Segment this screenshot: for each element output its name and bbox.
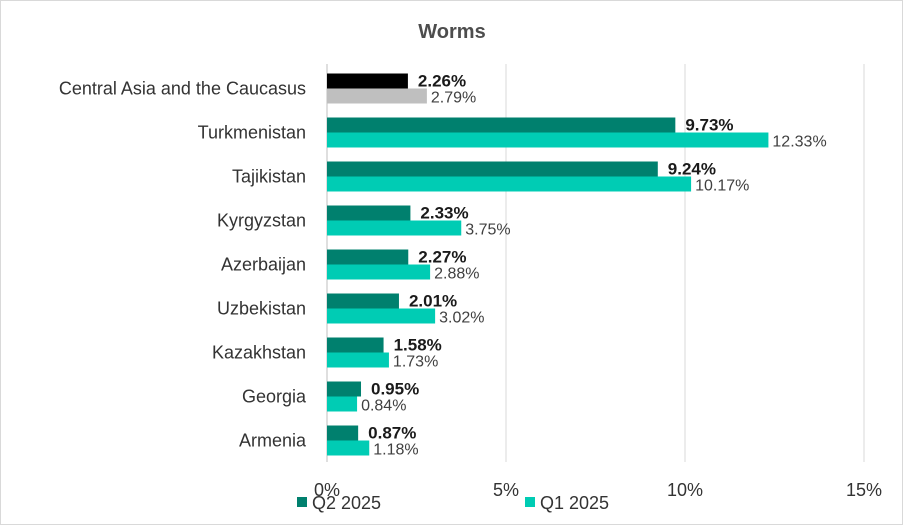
data-label-q1: 10.17% [695,178,749,195]
data-label-q1: 2.88% [434,266,479,283]
category-label: Kazakhstan [212,343,306,363]
bar-q2 [327,381,362,397]
category-label: Central Asia and the Caucasus [59,79,306,99]
bar-q1 [327,176,692,192]
bar-q1 [327,308,436,324]
bar-q2 [327,117,676,133]
x-axis-ticks: 0% 5% 10% 15% [314,480,882,500]
x-tick-label: 0% [314,480,340,500]
data-label-q1: 2.79% [431,90,476,107]
data-label-q2: 1.58% [394,336,442,355]
chart-title: Worms [418,21,485,43]
data-label-q2: 9.73% [685,116,733,135]
category-label: Georgia [242,387,307,407]
bar-q1 [327,396,358,412]
data-label-q2: 2.33% [420,204,468,223]
data-label-q1: 0.84% [361,398,406,415]
bar-q2 [327,425,359,441]
bars [327,73,769,456]
category-label: Armenia [239,431,307,451]
data-label-q2: 2.26% [418,72,466,91]
legend-swatch-q1 [525,497,535,507]
data-label-q1: 3.75% [465,222,510,239]
category-label: Kyrgyzstan [217,211,306,231]
bar-q1 [327,88,427,104]
legend-swatch-q2 [297,497,307,507]
data-label-q1: 1.18% [373,442,418,459]
bar-q2 [327,73,408,89]
x-tick-label: 15% [846,480,882,500]
bar-q2 [327,293,399,309]
legend: Q2 2025 Q1 2025 [297,493,609,513]
data-label-q2: 9.24% [668,160,716,179]
bar-q2 [327,161,658,177]
bar-q1 [327,220,462,236]
bar-q2 [327,205,411,221]
data-label-q1: 3.02% [439,310,484,327]
category-label: Turkmenistan [198,123,306,143]
legend-label-q2: Q2 2025 [312,493,381,513]
data-label-q1: 12.33% [772,134,826,151]
data-label-q2: 2.27% [418,248,466,267]
data-labels: 2.26%2.79% 9.73% 12.33% 9.24%10.17% 2.33%3.7… [361,72,827,459]
data-label-q2: 0.87% [368,424,416,443]
x-tick-label: 10% [667,480,703,500]
bar-q2 [327,249,409,265]
category-label: Azerbaijan [221,255,306,275]
bar-q1 [327,352,389,368]
data-label-q2: 0.95% [371,380,419,399]
category-labels: Central Asia and the Caucasus Turkmenista… [59,79,307,451]
bar-q1 [327,132,769,148]
legend-label-q1: Q1 2025 [540,493,609,513]
bar-q2 [327,337,384,353]
category-label: Tajikistan [232,167,306,187]
x-tick-label: 5% [493,480,519,500]
data-label-q1: 1.73% [393,354,438,371]
bar-q1 [327,440,370,456]
category-label: Uzbekistan [217,299,306,319]
data-label-q2: 2.01% [409,292,457,311]
bar-q1 [327,264,431,280]
